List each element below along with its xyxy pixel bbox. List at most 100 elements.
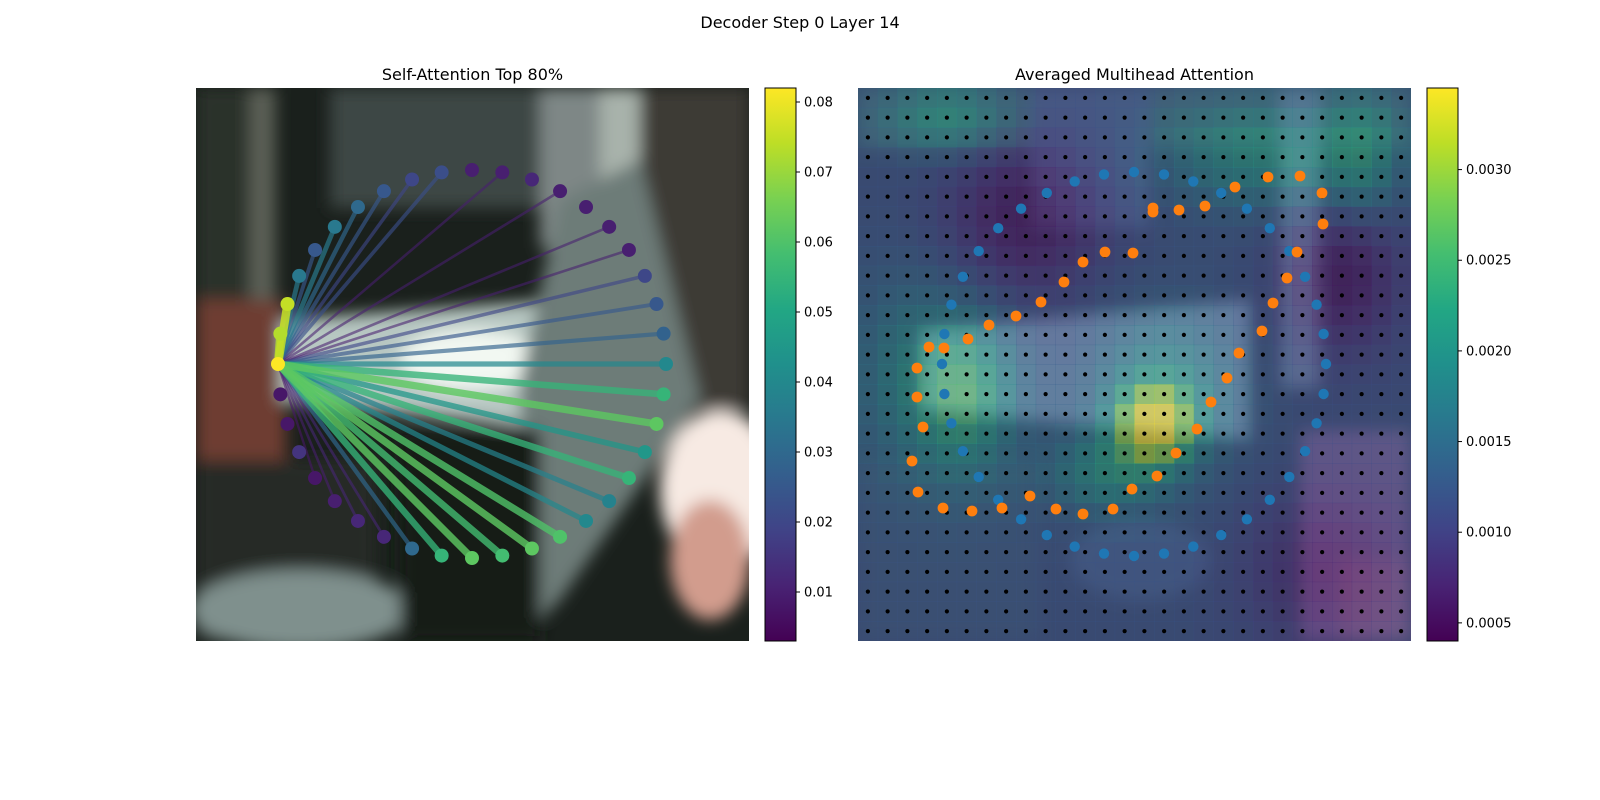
blue-reference-point (1241, 203, 1253, 214)
grid-dot (1280, 431, 1285, 436)
grid-dot (1004, 352, 1009, 357)
grid-dot (984, 471, 989, 476)
grid-dot (1359, 530, 1364, 535)
grid-dot (1260, 273, 1265, 278)
grid-dot (944, 194, 949, 199)
grid-dot (1102, 451, 1107, 456)
grid-dot (1260, 115, 1265, 120)
grid-dot (865, 372, 870, 377)
grid-dot (1083, 214, 1088, 219)
grid-dot (1083, 609, 1088, 614)
grid-dot (1260, 609, 1265, 614)
grid-dot (1221, 629, 1226, 634)
grid-dot (925, 550, 930, 555)
blue-reference-point (939, 388, 950, 400)
grid-dot (1260, 234, 1265, 239)
grid-dot (865, 95, 870, 100)
grid-dot (1122, 589, 1127, 594)
grid-dot (925, 253, 930, 258)
grid-dot (1142, 253, 1147, 258)
grid-dot (1181, 253, 1186, 258)
left-colorbar-tick-label: 0.08 (804, 96, 833, 111)
grid-dot (1122, 214, 1127, 219)
grid-dot (1083, 313, 1088, 318)
orange-reference-point (1221, 372, 1233, 384)
grid-dot (1083, 115, 1088, 120)
grid-dot (1162, 589, 1167, 594)
grid-dot (905, 273, 910, 278)
key-point (465, 163, 479, 177)
grid-dot (1280, 194, 1285, 199)
grid-dot (1241, 313, 1246, 318)
key-point (273, 387, 288, 402)
grid-dot (1122, 95, 1127, 100)
grid-dot (1221, 155, 1226, 160)
grid-dot (1300, 530, 1305, 535)
orange-reference-point (1229, 181, 1241, 193)
grid-dot (1320, 451, 1325, 456)
grid-dot (885, 174, 890, 179)
grid-dot (1260, 194, 1265, 199)
grid-dot (1043, 332, 1048, 337)
orange-reference-point (911, 391, 923, 403)
grid-dot (1181, 313, 1186, 318)
grid-dot (1359, 293, 1364, 298)
grid-dot (885, 194, 890, 199)
grid-dot (1201, 392, 1206, 397)
grid-dot (1221, 115, 1226, 120)
key-point (637, 445, 652, 460)
grid-dot (1122, 431, 1127, 436)
grid-dot (905, 471, 910, 476)
blue-reference-point (1299, 446, 1311, 457)
grid-dot (905, 629, 910, 634)
grid-dot (1162, 135, 1167, 140)
key-point (659, 357, 673, 371)
grid-dot (1320, 510, 1325, 515)
blue-reference-point (1318, 328, 1329, 340)
grid-dot (1221, 332, 1226, 337)
grid-dot (1142, 530, 1147, 535)
grid-dot (1339, 589, 1344, 594)
grid-dot (1359, 411, 1364, 416)
grid-dot (1339, 510, 1344, 515)
grid-dot (1399, 471, 1404, 476)
grid-dot (1043, 135, 1048, 140)
grid-dot (1280, 609, 1285, 614)
grid-dot (1300, 550, 1305, 555)
grid-dot (1023, 273, 1028, 278)
grid-dot (1083, 194, 1088, 199)
grid-dot (1004, 451, 1009, 456)
grid-dot (1201, 332, 1206, 337)
grid-dot (1083, 135, 1088, 140)
grid-dot (865, 135, 870, 140)
grid-dot (1241, 609, 1246, 614)
key-point (579, 513, 594, 528)
grid-dot (1359, 332, 1364, 337)
grid-dot (1083, 273, 1088, 278)
grid-dot (1280, 214, 1285, 219)
grid-dot (885, 530, 890, 535)
grid-dot (1004, 174, 1009, 179)
grid-dot (1004, 589, 1009, 594)
left-colorbar-tick-label: 0.06 (804, 236, 833, 251)
key-point (495, 165, 510, 180)
grid-dot (885, 332, 890, 337)
key-point (376, 529, 391, 544)
grid-dot (1004, 332, 1009, 337)
grid-dot (984, 234, 989, 239)
grid-dot (1181, 530, 1186, 535)
attention-line (277, 361, 646, 455)
grid-dot (885, 550, 890, 555)
grid-dot (1399, 372, 1404, 377)
grid-dot (984, 451, 989, 456)
grid-dot (984, 550, 989, 555)
grid-dot (1162, 194, 1167, 199)
grid-dot (1102, 115, 1107, 120)
grid-dot (1221, 234, 1226, 239)
grid-dot (1300, 510, 1305, 515)
grid-dot (1043, 214, 1048, 219)
grid-dot (1221, 352, 1226, 357)
grid-dot (1241, 95, 1246, 100)
grid-dot (1241, 174, 1246, 179)
grid-dot (1241, 115, 1246, 120)
